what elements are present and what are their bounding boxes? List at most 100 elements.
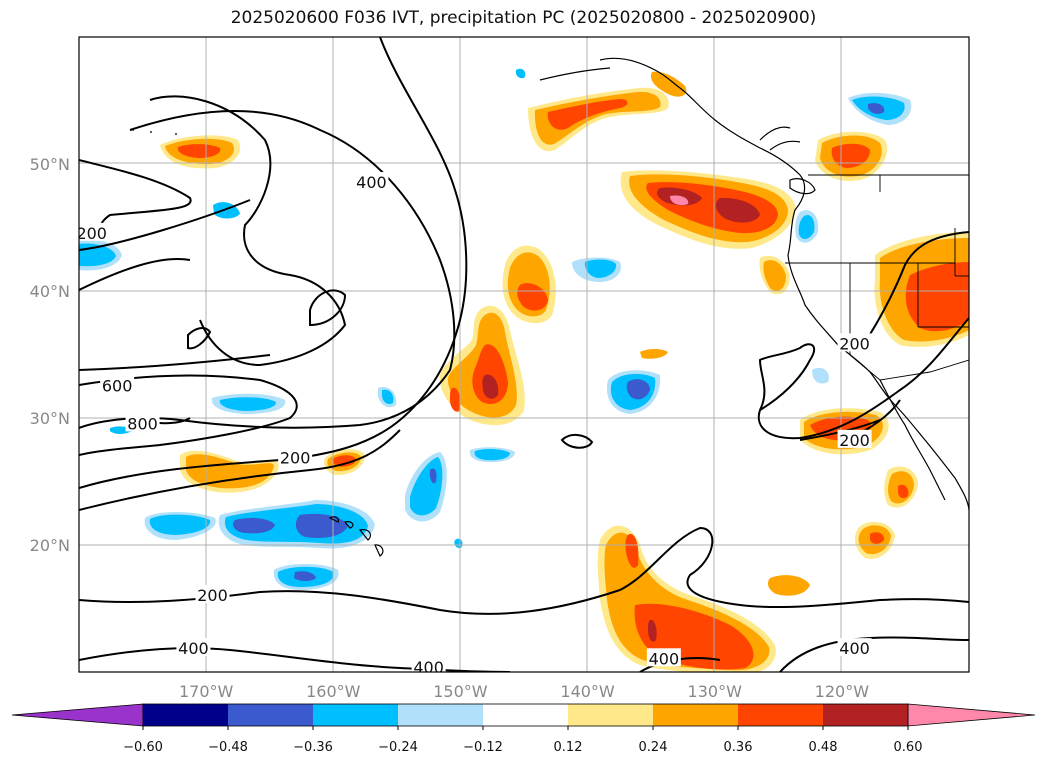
lat-tick-label: 50°N — [30, 155, 70, 174]
contour-label-bg — [100, 375, 135, 394]
contour-labels: 200 400 600 800 200 200 400 400 400 200 200 400 — [76, 172, 872, 677]
precip-positive-darkred — [715, 197, 760, 223]
precip-positive-darkred — [482, 374, 499, 399]
map-content: 200 400 600 800 200 200 400 400 400 200 200 400 — [76, 37, 969, 677]
colorbar-swatch — [738, 704, 823, 726]
contour-label-bg — [411, 657, 446, 672]
precip-negative-blue — [515, 68, 526, 79]
precip-positive-orange — [650, 71, 687, 97]
precip-negative-blue — [584, 259, 617, 278]
precip-positive-pink — [670, 195, 689, 206]
contour-200-low — [79, 526, 969, 615]
precip-negative-blue — [149, 514, 211, 535]
colorbar-swatch — [823, 704, 908, 726]
colorbar-swatch — [228, 704, 313, 726]
precip-positive-red — [625, 534, 639, 568]
map-frame — [78, 36, 970, 673]
precip-positive-red — [905, 262, 969, 332]
lon-tick-labels: 170°W 160°W 150°W 140°W 130°W 120°W — [179, 682, 869, 701]
contour-closed-40n — [309, 289, 347, 327]
colorbar-swatch — [653, 704, 738, 726]
colorbar-tick-label: −0.24 — [378, 740, 418, 755]
colorbar-extend-low — [11, 703, 144, 727]
colorbar-tick-label: −0.36 — [293, 740, 333, 755]
contour-400-low — [79, 647, 511, 672]
precip-positive-red — [870, 532, 885, 544]
contour-label-bg — [646, 648, 681, 667]
precip-negative-blue — [798, 214, 815, 240]
contour-closed-small2 — [187, 327, 212, 350]
colorbar-swatch — [143, 704, 228, 726]
contour-600 — [79, 374, 298, 456]
colorbar-tick-label: 0.24 — [639, 740, 668, 755]
precip-negative-blue — [474, 448, 510, 461]
contour-label-bg — [278, 447, 313, 466]
precip-negative-blue — [382, 389, 394, 405]
precip-positive-red — [332, 455, 356, 467]
precip-negative-darkblue — [232, 517, 275, 534]
contour-label-bg — [354, 172, 389, 191]
colorbar-tick-label: 0.36 — [724, 740, 753, 755]
contour-400-outer — [79, 199, 251, 291]
lon-tick-label: 150°W — [433, 682, 488, 701]
contour-label: 200 — [839, 334, 870, 353]
precip-positive-orange — [763, 260, 786, 291]
contour-closed-small — [560, 434, 594, 449]
lat-tick-label: 40°N — [30, 282, 70, 301]
precip-negative-darkblue — [868, 103, 885, 114]
precip-positive-orange — [768, 575, 810, 596]
coastlines — [130, 57, 969, 557]
bc-fjords — [759, 126, 801, 151]
lon-tick-label: 170°W — [179, 682, 234, 701]
colorbar-tick-label: −0.60 — [123, 740, 163, 755]
precip-negative-blue — [219, 397, 277, 411]
contour-label-bg — [837, 638, 872, 657]
colorbar-tick-label: −0.12 — [463, 740, 503, 755]
plot-title: 2025020600 F036 IVT, precipitation PC (2… — [230, 8, 817, 28]
colorbar-tick-label: 0.12 — [554, 740, 583, 755]
contour-label-bg — [176, 638, 211, 657]
lon-tick-label: 160°W — [306, 682, 361, 701]
precip-positive-darkred — [648, 619, 657, 642]
contour-label: 200 — [197, 586, 228, 605]
precip-positive-red — [898, 484, 909, 499]
lat-tick-labels: 20°N 30°N 40°N 50°N — [30, 155, 70, 555]
precip-negative-darkblue — [626, 379, 650, 400]
contour-label-bg — [125, 413, 160, 432]
contour-label: 400 — [649, 649, 680, 668]
contour-label-bg — [837, 333, 872, 352]
contour-label: 400 — [413, 658, 444, 677]
precip-negative-darkblue — [294, 571, 316, 581]
contour-label: 200 — [280, 449, 311, 468]
colorbar-swatch — [398, 704, 483, 726]
colorbar-swatch — [483, 704, 568, 726]
contour-label-bg — [195, 584, 230, 603]
precip-positive-red — [472, 344, 508, 404]
baja-coast — [879, 379, 946, 501]
alaska-islands — [539, 67, 611, 81]
colorbar-swatch — [568, 704, 653, 726]
contour-400-north — [79, 110, 456, 429]
lat-tick-label: 20°N — [30, 536, 70, 555]
precip-negative-lightblue — [812, 367, 829, 384]
vancouver-island — [789, 178, 816, 195]
contour-200-gyre — [149, 95, 347, 367]
precip-negative-darkblue — [429, 468, 437, 484]
contour-200-interior — [859, 231, 969, 351]
precip-positive-orange — [534, 91, 661, 145]
contour-label-bg — [79, 222, 109, 241]
precip-positive-red — [177, 144, 221, 158]
contour-200-south-inner — [79, 429, 401, 511]
colorbar: −0.60 −0.48 −0.36 −0.24 −0.12 0.12 0.24 0.36 0.4… — [11, 703, 1036, 755]
lon-tick-label: 130°W — [688, 682, 743, 701]
contour-200-south-main — [79, 37, 468, 489]
lon-tick-label: 120°W — [815, 682, 870, 701]
precip-positive-orange — [186, 454, 274, 489]
contour-label: 200 — [76, 224, 107, 243]
contour-label: 800 — [127, 414, 158, 433]
colorbar-outline — [142, 703, 909, 727]
precip-positive-red — [547, 99, 628, 130]
colorbar-tick-label: 0.60 — [894, 740, 923, 755]
graticule — [79, 37, 969, 672]
